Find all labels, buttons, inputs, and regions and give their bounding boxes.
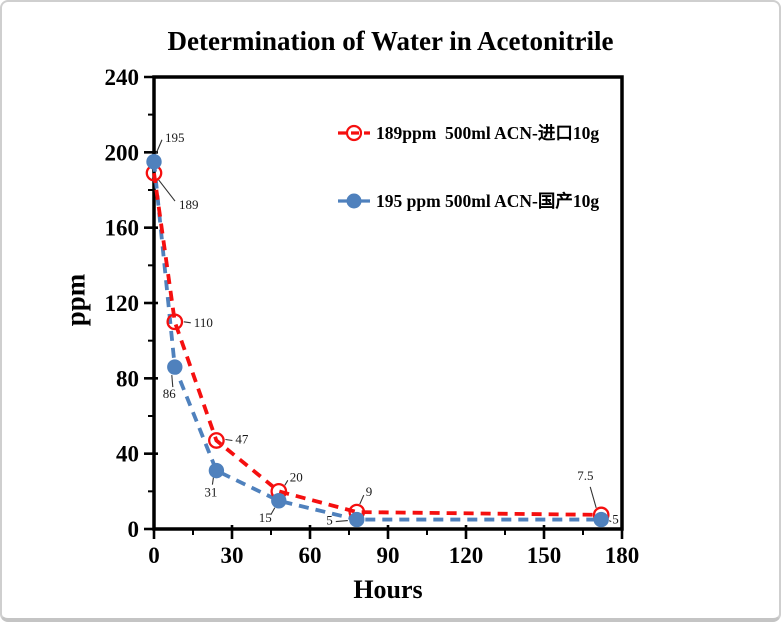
point-label-leader [211, 477, 214, 485]
series-line-1 [152, 172, 602, 517]
point-label-leader [589, 486, 597, 509]
legend-marker-filled-circle [346, 193, 362, 209]
point-label: 5 [612, 512, 619, 527]
point-label-leader [359, 494, 365, 505]
y-axis-label: ppm [60, 273, 91, 327]
y-tick-label: 200 [105, 140, 140, 165]
y-tick-label: 0 [128, 517, 140, 542]
x-tick-label: 30 [221, 543, 244, 568]
point-label-leader [171, 374, 174, 388]
point-label: 7.5 [577, 468, 593, 483]
point-label: 47 [235, 431, 249, 446]
point-label: 86 [163, 386, 177, 401]
point-label-leader [157, 178, 176, 202]
data-point-marker-filled-circle [208, 462, 225, 479]
series-line-2 [152, 161, 602, 522]
y-tick-label: 240 [105, 65, 140, 90]
data-point-marker-filled-circle [593, 511, 609, 528]
point-label: 195 [165, 130, 185, 145]
y-tick-label: 80 [116, 366, 139, 391]
x-tick-label: 90 [377, 543, 400, 568]
legend-entry-label-1: 189ppm 500ml ACN-进口10g [376, 123, 599, 143]
point-label-leader [608, 520, 612, 523]
data-point-marker-filled-circle [349, 511, 365, 528]
point-label: 31 [204, 485, 217, 500]
data-point-marker-open-circle [208, 432, 225, 449]
point-label: 9 [366, 484, 373, 499]
chart-title: Determination of Water in Acetonitrile [167, 26, 614, 56]
x-tick-label: 150 [527, 543, 562, 568]
x-tick-label: 60 [299, 543, 322, 568]
data-point-marker-filled-circle [167, 359, 183, 375]
plot-frame [152, 75, 624, 531]
x-tick-label: 120 [449, 543, 484, 568]
point-label-leader [155, 139, 163, 154]
data-point-marker-filled-circle [146, 154, 162, 170]
point-label-leader [183, 321, 191, 324]
x-tick-label: 180 [605, 543, 640, 568]
point-label: 5 [326, 513, 333, 528]
point-label: 20 [290, 469, 303, 484]
y-tick-label: 40 [116, 442, 139, 467]
legend-entry-label-2: 195 ppm 500ml ACN-国产10g [376, 191, 599, 211]
x-axis-label: Hours [353, 575, 423, 604]
data-point-marker-open-circle [166, 313, 184, 331]
legend-marker-open-circle [345, 124, 363, 142]
point-label: 15 [259, 510, 272, 525]
y-tick-label: 120 [105, 291, 140, 316]
point-label: 189 [179, 197, 199, 212]
point-label-leader [225, 438, 233, 442]
data-point-marker-filled-circle [271, 493, 287, 509]
x-tick-label: 0 [148, 543, 160, 568]
y-tick-label: 160 [105, 216, 140, 241]
point-label-leader [335, 520, 348, 523]
point-label-leader [270, 507, 276, 516]
point-label-leader [284, 480, 289, 486]
point-label: 110 [194, 315, 213, 330]
